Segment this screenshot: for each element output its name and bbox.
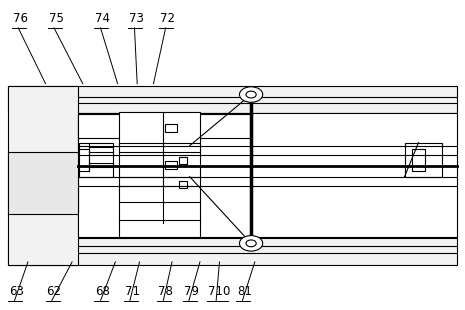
Circle shape — [239, 87, 263, 102]
Bar — [405, 143, 442, 177]
Text: 81: 81 — [237, 285, 252, 298]
Text: 74: 74 — [95, 12, 110, 25]
Text: 79: 79 — [184, 285, 199, 298]
Bar — [165, 161, 177, 169]
Bar — [78, 114, 252, 138]
Bar — [8, 152, 78, 214]
Text: 62: 62 — [46, 285, 61, 298]
Text: 73: 73 — [129, 12, 144, 25]
Bar — [165, 124, 177, 132]
Bar — [179, 181, 187, 188]
Bar — [179, 157, 187, 164]
Bar — [8, 86, 78, 265]
Text: 63: 63 — [9, 285, 24, 298]
Bar — [412, 149, 425, 170]
Bar — [8, 86, 457, 113]
Text: 78: 78 — [158, 285, 173, 298]
Text: 710: 710 — [208, 285, 231, 298]
Text: 76: 76 — [13, 12, 28, 25]
Circle shape — [246, 240, 256, 247]
Text: 72: 72 — [160, 12, 175, 25]
Text: 75: 75 — [49, 12, 64, 25]
Text: 68: 68 — [95, 285, 110, 298]
Text: 71: 71 — [125, 285, 140, 298]
Circle shape — [239, 236, 263, 251]
Bar — [8, 238, 457, 265]
Bar — [119, 220, 200, 237]
Bar — [79, 143, 113, 177]
Circle shape — [246, 91, 256, 98]
Bar — [78, 113, 457, 237]
Bar — [119, 112, 200, 223]
Bar — [79, 149, 89, 170]
